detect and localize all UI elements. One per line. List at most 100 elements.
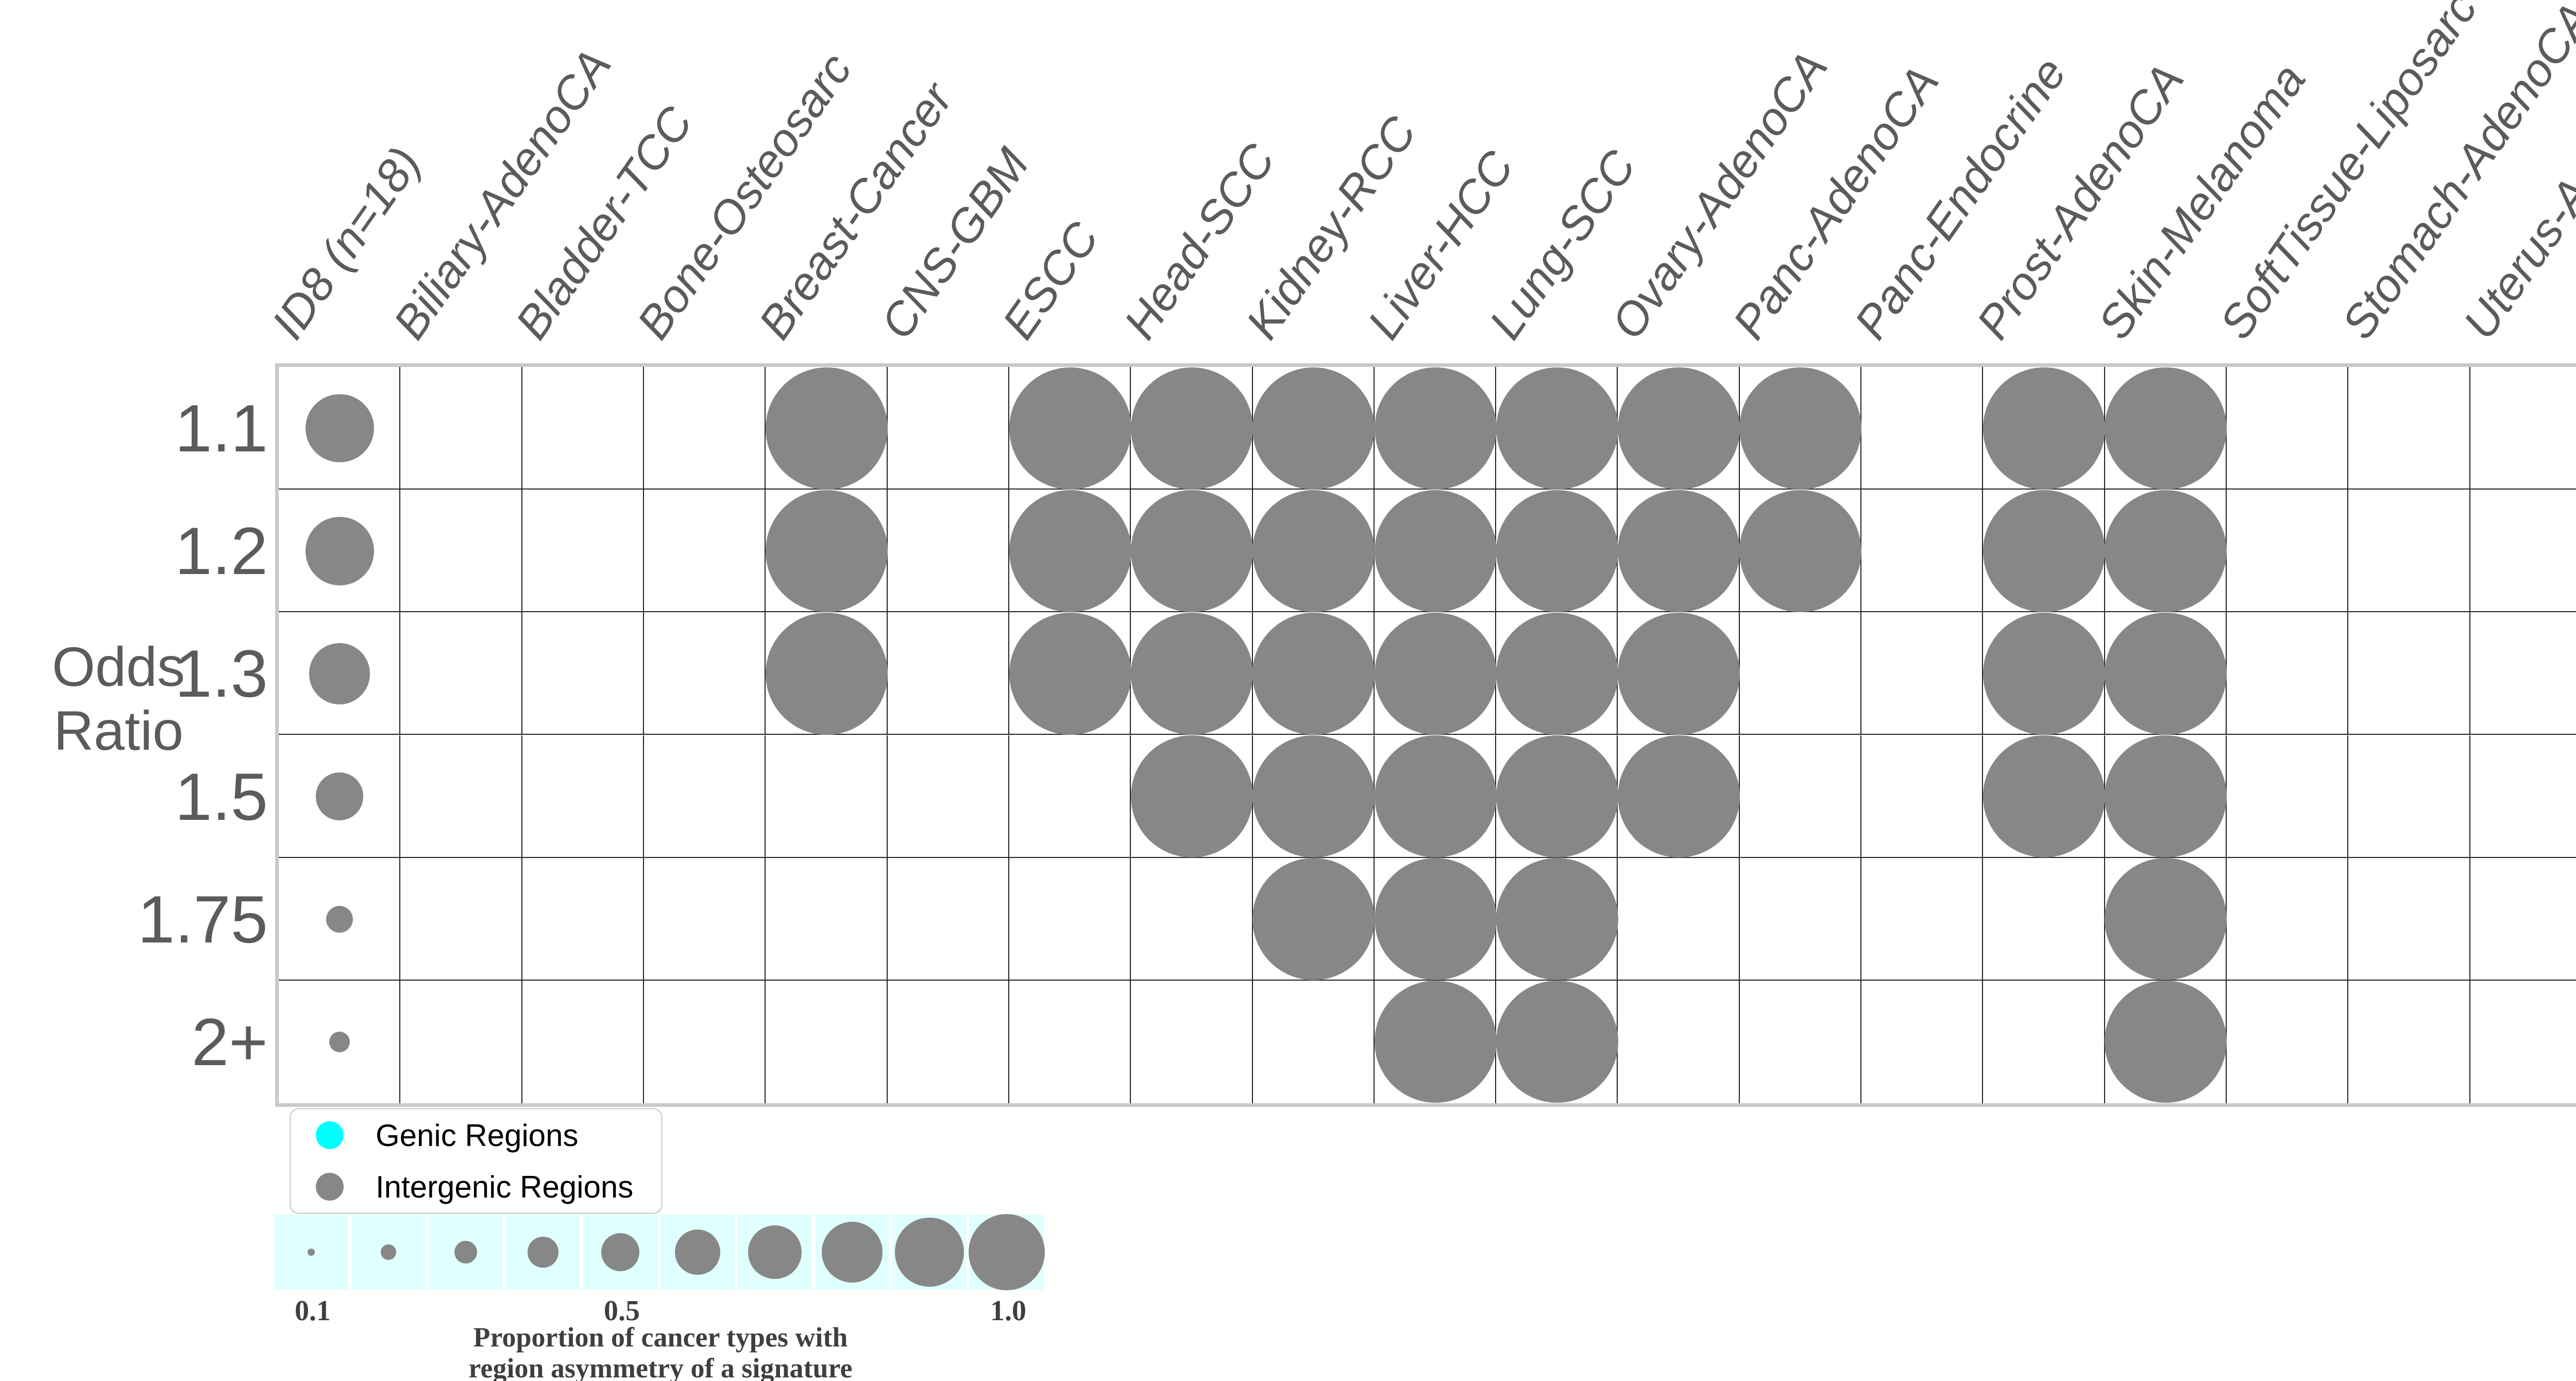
- row-label: 1.75: [137, 881, 268, 957]
- matrix-cell: [400, 735, 522, 858]
- matrix-cell: [766, 857, 888, 981]
- matrix-cell: [643, 367, 766, 490]
- bubble: [2105, 858, 2227, 981]
- y-axis-title-line1: Odds: [52, 635, 185, 698]
- bubble: [1374, 490, 1497, 612]
- legend-label-intergenic: Intergenic Regions: [376, 1169, 634, 1204]
- matrix-cell: [887, 612, 1009, 735]
- matrix-cell: [2348, 490, 2470, 613]
- matrix-cell: [766, 980, 888, 1103]
- bubble: [1130, 612, 1253, 735]
- matrix-cell: [643, 735, 766, 858]
- size-legend-bubble: [895, 1218, 964, 1287]
- matrix-cell: [887, 857, 1009, 981]
- size-legend-cell: [815, 1215, 889, 1290]
- matrix-cell: [1253, 980, 1375, 1103]
- matrix-cell: [2227, 490, 2349, 613]
- matrix-cell: [2227, 612, 2349, 735]
- bubble: [305, 516, 374, 585]
- bubble: [1496, 612, 1618, 735]
- bubble: [1983, 612, 2106, 735]
- matrix-cell: [1131, 857, 1253, 981]
- bubble: [309, 643, 370, 704]
- matrix-cell: [279, 857, 401, 981]
- matrix-cell: [279, 367, 401, 490]
- matrix-cell: [1009, 857, 1131, 981]
- matrix-cell: [766, 735, 888, 858]
- matrix-cell: [1131, 980, 1253, 1103]
- matrix-cell: [522, 490, 644, 613]
- matrix-cell: [2348, 857, 2470, 981]
- matrix-cell: [2227, 367, 2349, 490]
- matrix-cell: [643, 612, 766, 735]
- size-legend-bubble: [674, 1229, 721, 1275]
- size-legend-cell: [429, 1215, 503, 1290]
- size-legend-bubble: [528, 1237, 558, 1268]
- row-label: 1.2: [175, 513, 268, 589]
- row-label: 1.5: [175, 759, 268, 834]
- bubble: [1983, 490, 2106, 612]
- bubble: [2105, 490, 2227, 612]
- y-axis-title-line2: Ratio: [53, 699, 184, 762]
- matrix-cell: [2227, 735, 2349, 858]
- matrix-cell: [887, 735, 1009, 858]
- row-label: 2+: [191, 1004, 268, 1080]
- legend-label-genic: Genic Regions: [376, 1118, 579, 1153]
- bubble: [1618, 490, 1740, 612]
- bubble: [1252, 367, 1375, 490]
- column-header-label: Ovary-AdenoCA: [1601, 42, 1838, 348]
- bubble: [2105, 981, 2227, 1103]
- bubble: [1009, 367, 1131, 490]
- size-legend-cell: [660, 1215, 735, 1290]
- bubble: [1496, 735, 1618, 858]
- bubble: [1374, 367, 1497, 490]
- matrix-cell: [1861, 735, 1984, 858]
- size-legend-bubble: [381, 1244, 396, 1260]
- matrix-cell: [2227, 857, 2349, 981]
- bubble: [1009, 612, 1131, 735]
- matrix-cell: [1983, 857, 2105, 981]
- matrix-cell: [887, 367, 1009, 490]
- matrix-cell: [2348, 612, 2470, 735]
- matrix-cell: [2348, 735, 2470, 858]
- bubble: [329, 1031, 350, 1053]
- size-legend-bubble: [748, 1225, 802, 1279]
- matrix-cell: [522, 367, 644, 490]
- bubble: [2105, 735, 2227, 858]
- legend-item-genic: Genic Regions: [291, 1109, 661, 1161]
- matrix-cell: [1739, 735, 1862, 858]
- bubble: [1130, 367, 1253, 490]
- bubble: [1618, 367, 1740, 490]
- genic-regions-dot-icon: [316, 1121, 344, 1149]
- size-legend-tick: 1.0: [990, 1295, 1026, 1327]
- size-legend-cell: [506, 1215, 580, 1290]
- bubble: [1252, 858, 1375, 981]
- matrix-cell: [1861, 612, 1984, 735]
- bubble: [1983, 367, 2106, 490]
- bubble: [2105, 612, 2227, 735]
- bubble: [1496, 981, 1618, 1103]
- column-header-label: Bone-Osteosarc: [627, 44, 862, 348]
- bubble: [1739, 490, 1862, 612]
- bubble: [1496, 367, 1618, 490]
- matrix-cell: [1739, 857, 1862, 981]
- matrix-cell: [1618, 857, 1740, 981]
- intergenic-regions-dot-icon: [316, 1173, 344, 1201]
- size-legend-cell: [892, 1215, 967, 1290]
- matrix-cell: [2470, 735, 2576, 858]
- size-legend-cell: [351, 1215, 426, 1290]
- bubble: [326, 905, 353, 933]
- size-legend-bubble: [969, 1214, 1045, 1290]
- legend-item-intergenic: Intergenic Regions: [291, 1161, 661, 1212]
- size-legend-strip: [274, 1214, 1047, 1290]
- size-legend-cell: [583, 1215, 657, 1290]
- bubble: [1130, 735, 1253, 858]
- bubble: [1130, 490, 1253, 612]
- matrix-grid: [275, 363, 2576, 1107]
- matrix-cell: [643, 490, 766, 613]
- bubble: [1252, 612, 1375, 735]
- bubble: [1009, 490, 1131, 612]
- bubble: [1374, 981, 1497, 1103]
- matrix-cell: [279, 612, 401, 735]
- y-axis-title: Odds Ratio: [10, 635, 227, 763]
